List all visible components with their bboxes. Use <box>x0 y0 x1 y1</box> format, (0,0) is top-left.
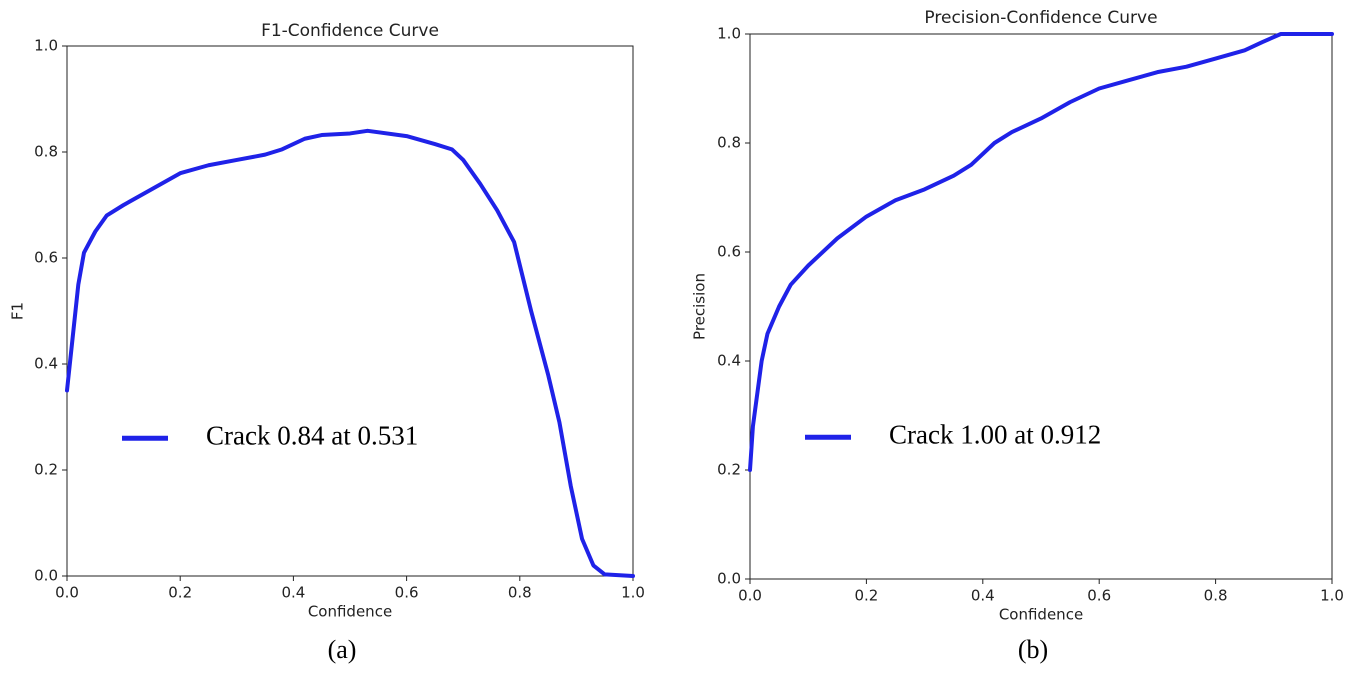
x-tick-label: 0.4 <box>971 587 995 605</box>
x-axis-label: Confidence <box>999 606 1083 624</box>
caption: (a) <box>328 635 357 664</box>
x-tick-label: 0.8 <box>508 584 532 602</box>
y-tick-label: 0.2 <box>34 461 58 479</box>
y-tick-label: 0.8 <box>34 143 58 161</box>
x-tick-label: 1.0 <box>1320 587 1344 605</box>
y-tick-label: 1.0 <box>34 37 58 55</box>
data-line <box>65 128 635 578</box>
y-axis-label: Precision <box>691 273 709 340</box>
chart-title: F1-Confidence Curve <box>261 21 439 41</box>
y-tick-label: 1.0 <box>717 25 741 43</box>
legend-label: Crack 1.00 at 0.912 <box>889 420 1101 450</box>
legend-label: Crack 0.84 at 0.531 <box>206 420 418 450</box>
y-tick-label: 0.2 <box>717 461 741 479</box>
x-tick-label: 1.0 <box>621 584 645 602</box>
y-tick-label: 0.6 <box>717 243 741 261</box>
y-tick-label: 0.4 <box>34 355 58 373</box>
x-tick-label: 0.0 <box>738 587 762 605</box>
x-tick-label: 0.0 <box>55 584 79 602</box>
y-tick-label: 0.4 <box>717 352 741 370</box>
x-tick-label: 0.6 <box>395 584 419 602</box>
caption: (b) <box>1018 635 1048 664</box>
plot-frame <box>66 45 634 577</box>
x-tick-label: 0.2 <box>168 584 192 602</box>
x-tick-label: 0.8 <box>1204 587 1228 605</box>
chart-title: Precision-Confidence Curve <box>924 8 1157 28</box>
x-tick-label: 0.6 <box>1087 587 1111 605</box>
data-line <box>748 32 1334 472</box>
x-tick-label: 0.4 <box>281 584 305 602</box>
y-tick-label: 0.0 <box>34 567 58 585</box>
x-tick-label: 0.2 <box>854 587 878 605</box>
y-tick-label: 0.0 <box>717 570 741 588</box>
y-tick-label: 0.8 <box>717 134 741 152</box>
y-tick-label: 0.6 <box>34 249 58 267</box>
plot-frame <box>749 33 1333 580</box>
x-axis-label: Confidence <box>308 603 392 621</box>
y-axis-label: F1 <box>9 302 27 320</box>
